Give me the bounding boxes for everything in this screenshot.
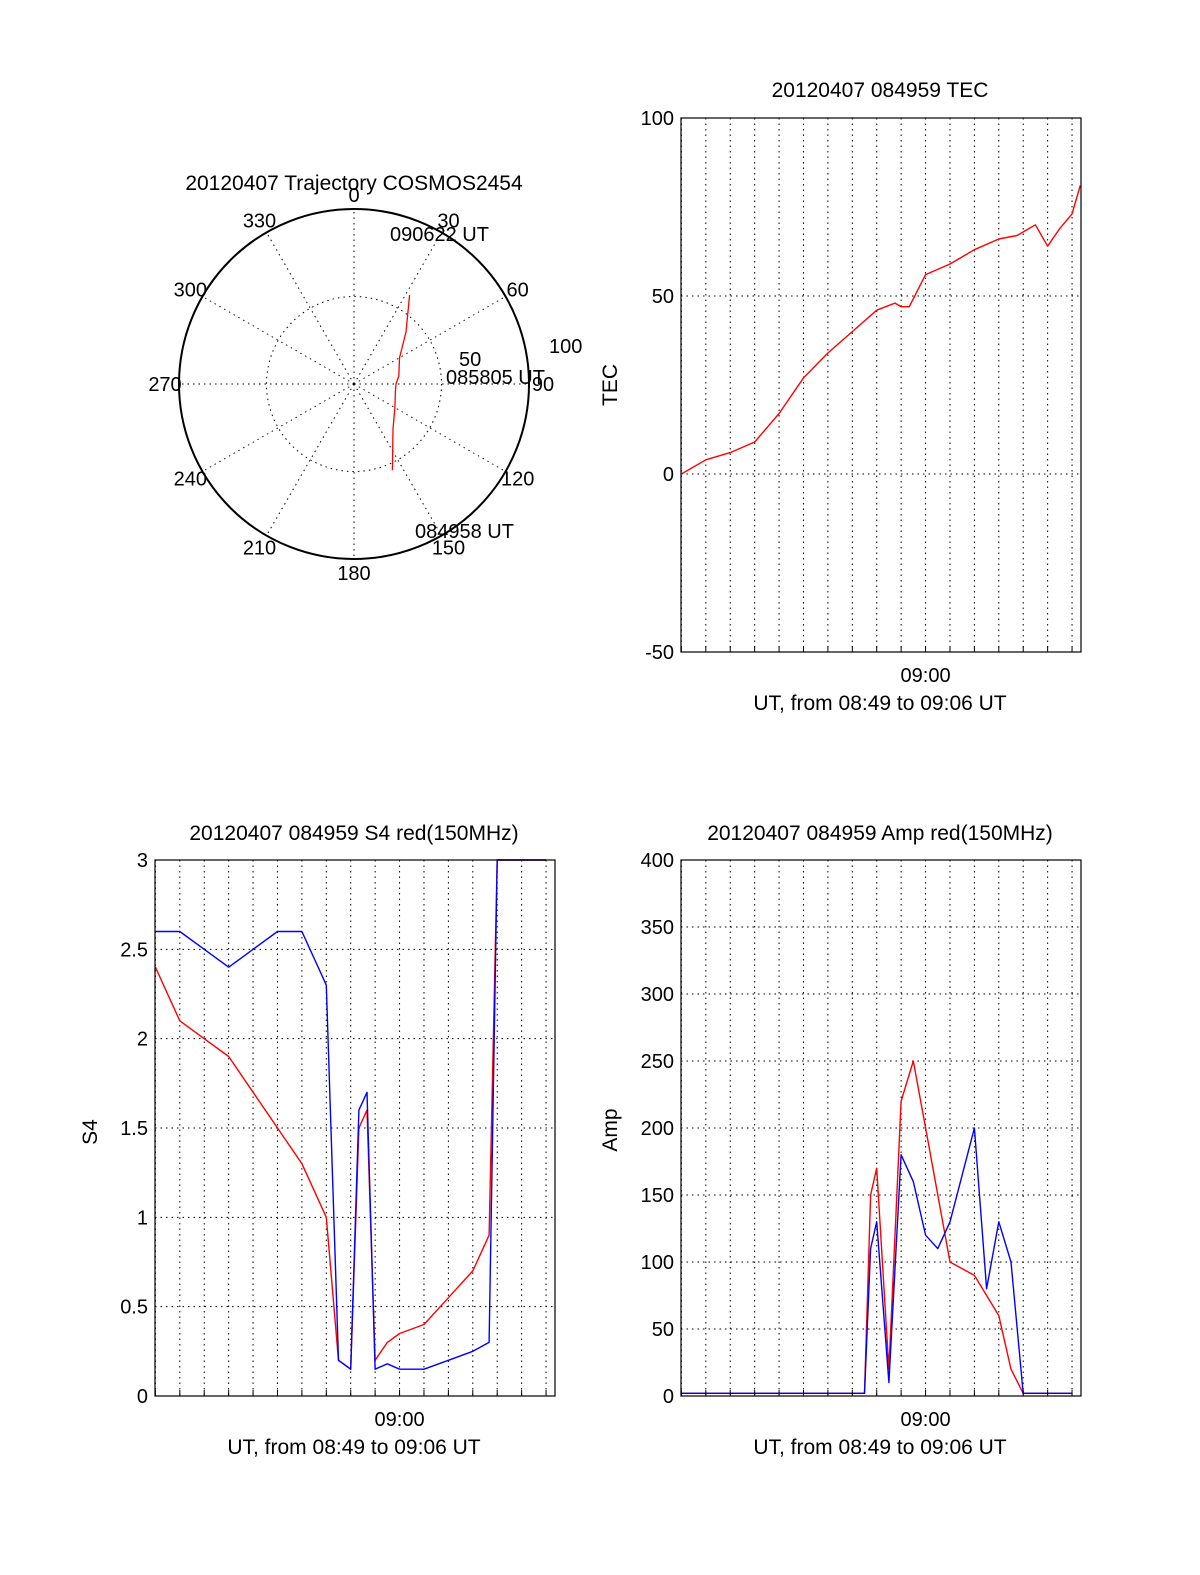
elevation-ring-label-100: 100	[549, 336, 582, 358]
amp-ylabel: Amp	[599, 1108, 622, 1151]
tec-xlabel: UT, from 08:49 to 09:06 UT	[753, 692, 1006, 715]
polar-chart: 20120407 Trajectory COSMOS2454 0 30 60 90 12…	[148, 172, 582, 585]
y-tick-label: 400	[641, 850, 674, 872]
azimuth-tick-300: 300	[174, 280, 207, 302]
trajectory-line	[391, 294, 411, 471]
trajectory-mid-label: 085805 UT	[446, 367, 545, 389]
elevation-ring-label-50: 50	[459, 349, 481, 371]
polar-title: 20120407 Trajectory COSMOS2454	[185, 172, 523, 195]
y-tick-label: 100	[641, 108, 674, 130]
y-tick-label: -50	[645, 642, 674, 664]
trajectory-end-label: 090622 UT	[390, 224, 489, 246]
amp-plot-frame	[680, 859, 1082, 1397]
y-tick-label: 150	[641, 1185, 674, 1207]
tec-title: 20120407 084959 TEC	[772, 79, 989, 102]
azimuth-tick-180: 180	[337, 563, 370, 585]
y-tick-label: 2	[137, 1029, 148, 1051]
y-tick-label: 350	[641, 917, 674, 939]
s4-ylabel: S4	[79, 1119, 102, 1145]
y-tick-label: 0	[663, 464, 674, 486]
tec-series	[681, 185, 1081, 475]
y-tick-label: 200	[641, 1118, 674, 1140]
azimuth-tick-30: 30	[437, 210, 459, 232]
g3-series-line-0	[681, 1060, 1072, 1395]
y-tick-label: 250	[641, 1051, 674, 1073]
tec-plot-frame	[680, 117, 1082, 653]
s4-plot-frame	[154, 859, 556, 1397]
x-tick-label: 09:00	[375, 1409, 425, 1431]
polar-spoke-240	[202, 383, 355, 472]
y-tick-label: 0.5	[120, 1297, 148, 1319]
trajectory-series	[391, 294, 411, 471]
polar-spoke-120	[353, 383, 506, 472]
y-tick-label: 50	[652, 1319, 674, 1341]
y-tick-label: 1.5	[120, 1118, 148, 1140]
s4-ticks: 3 2.5 2 1.5 1 0.5 0 09:00	[120, 850, 547, 1431]
y-tick-label: 3	[137, 850, 148, 872]
polar-ring-50	[266, 296, 442, 472]
azimuth-tick-240: 240	[174, 469, 207, 491]
x-tick-label: 09:00	[901, 1409, 951, 1431]
amp-grid	[680, 860, 1081, 1396]
g3-series-line-1	[681, 1127, 1072, 1395]
s4-title: 20120407 084959 S4 red(150MHz)	[189, 822, 518, 845]
s4-series	[154, 859, 546, 1370]
y-tick-label: 0	[137, 1386, 148, 1408]
polar-outer-ring	[178, 208, 530, 560]
amp-xlabel: UT, from 08:49 to 09:06 UT	[753, 1436, 1006, 1459]
tec-ylabel: TEC	[599, 364, 622, 406]
s4-xlabel: UT, from 08:49 to 09:06 UT	[227, 1436, 480, 1459]
polar-spoke-330	[266, 232, 355, 385]
azimuth-tick-120: 120	[501, 469, 534, 491]
azimuth-tick-90: 90	[532, 374, 554, 396]
s4-chart: 20120407 084959 S4 red(150MHz) 3 2.5 2 1.5 1…	[79, 822, 556, 1459]
polar-grid	[179, 209, 529, 559]
azimuth-tick-60: 60	[507, 280, 529, 302]
azimuth-tick-210: 210	[243, 538, 276, 560]
g2-series-line-1	[155, 859, 546, 1370]
amp-ticks: 400 350 300 250 200 150 100 50 0 09:00	[641, 850, 1073, 1431]
polar-spoke-210	[266, 383, 355, 536]
azimuth-tick-0: 0	[348, 185, 359, 207]
azimuth-tick-330: 330	[243, 210, 276, 232]
tec-chart: 20120407 084959 TEC 100 50 0 -50 09:00 TEC U…	[599, 79, 1082, 715]
azimuth-tick-270: 270	[148, 374, 181, 396]
amp-series	[681, 1060, 1072, 1395]
amp-title: 20120407 084959 Amp red(150MHz)	[707, 822, 1053, 845]
g2-series-line-0	[154, 859, 546, 1370]
y-tick-label: 100	[641, 1252, 674, 1274]
trajectory-start-label: 084958 UT	[415, 521, 514, 543]
y-tick-label: 1	[137, 1207, 148, 1229]
y-tick-label: 0	[663, 1386, 674, 1408]
g1-series-line-0	[681, 185, 1081, 475]
tec-grid	[680, 118, 1081, 652]
y-tick-label: 2.5	[120, 939, 148, 961]
polar-spoke-150	[353, 383, 442, 536]
y-tick-label: 50	[652, 286, 674, 308]
amp-chart: 20120407 084959 Amp red(150MHz) 400 350 30…	[599, 822, 1082, 1459]
polar-azimuth-labels: 0 30 60 90 120 150 180 210 240 270 300 330	[148, 185, 554, 585]
tec-ticks: 100 50 0 -50 09:00	[641, 108, 1073, 687]
x-tick-label: 09:00	[901, 665, 951, 687]
azimuth-tick-150: 150	[432, 538, 465, 560]
y-tick-label: 300	[641, 984, 674, 1006]
